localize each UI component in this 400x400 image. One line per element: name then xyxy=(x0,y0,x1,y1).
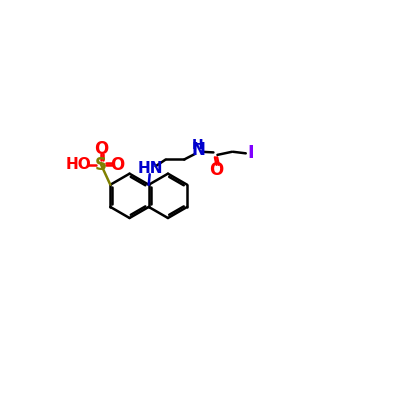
Text: HN: HN xyxy=(138,161,163,176)
Text: I: I xyxy=(247,144,254,162)
Text: O: O xyxy=(110,156,124,174)
Text: S: S xyxy=(95,156,107,174)
Text: H: H xyxy=(192,138,204,152)
Text: N: N xyxy=(191,141,205,159)
Text: O: O xyxy=(209,161,224,179)
Text: HO: HO xyxy=(66,157,92,172)
Text: O: O xyxy=(94,140,108,158)
